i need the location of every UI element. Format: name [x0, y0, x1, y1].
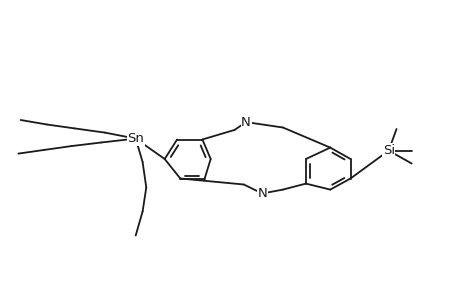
Text: Si: Si: [382, 144, 394, 157]
Text: N: N: [241, 116, 251, 129]
Text: Sn: Sn: [127, 132, 144, 145]
Text: N: N: [257, 187, 267, 200]
